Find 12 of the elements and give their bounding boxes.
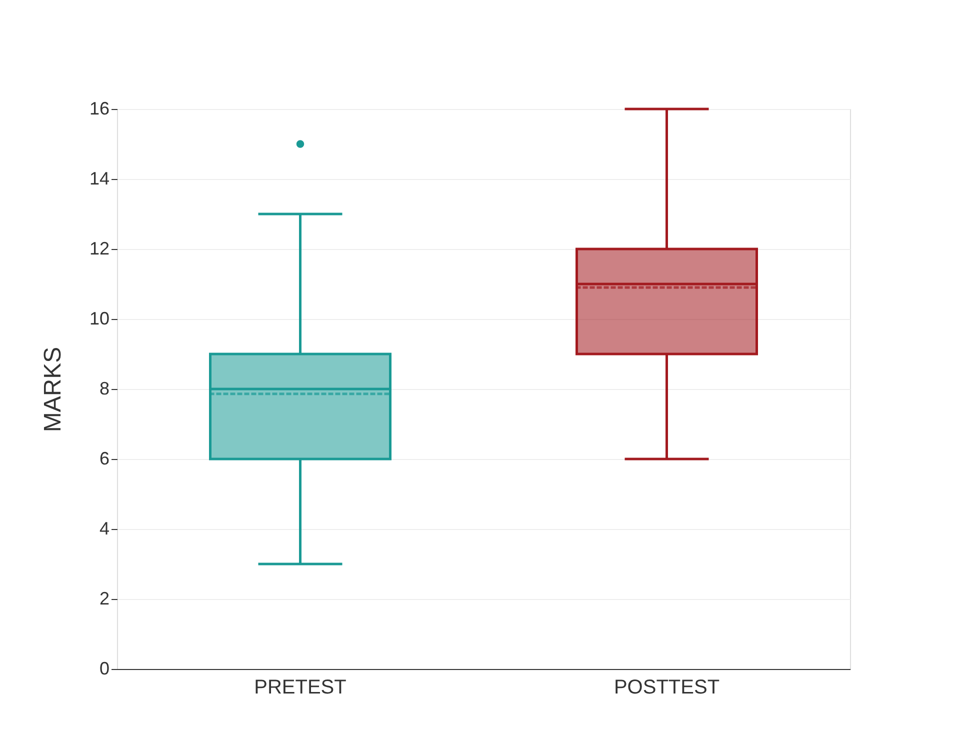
- y-tick-label: 12: [89, 238, 110, 258]
- y-tick-label: 10: [89, 308, 110, 328]
- y-tick-label: 0: [99, 658, 110, 678]
- y-tick-label: 6: [99, 448, 110, 468]
- x-tick-label: PRETEST: [254, 676, 346, 698]
- y-tick-label: 2: [99, 588, 110, 608]
- y-axis-title: MARKS: [39, 346, 66, 432]
- y-tick-label: 8: [99, 378, 110, 398]
- y-tick-label: 16: [89, 98, 110, 118]
- y-tick-label: 14: [89, 168, 110, 188]
- x-tick-label: POSTTEST: [614, 676, 720, 698]
- y-tick-label: 4: [99, 518, 110, 538]
